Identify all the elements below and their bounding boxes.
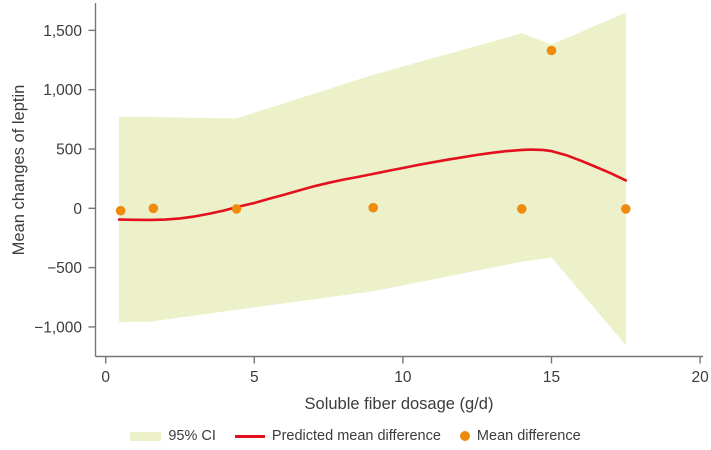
mean-difference-point: [621, 204, 631, 214]
legend-label-predicted: Predicted mean difference: [271, 428, 441, 444]
legend-label-ci: 95% CI: [168, 428, 216, 444]
predicted-line-swatch-icon: [234, 434, 265, 438]
predicted-mean-line: [117, 148, 628, 222]
legend-item-ci: 95% CI: [130, 428, 216, 444]
legend-label-mean: Mean difference: [476, 428, 581, 444]
y-tick-label: 1,500: [43, 23, 82, 40]
x-axis-title: Soluble fiber dosage (g/d): [305, 395, 494, 413]
x-tick-label: 15: [543, 369, 560, 386]
axes-layer: 1,500 1,000 500 0 −500 −1,000 0 5 10 15 20: [34, 3, 709, 386]
predicted-line-layer: [117, 148, 628, 222]
mean-difference-point: [546, 45, 557, 56]
chart-svg: 1,500 1,000 500 0 −500 −1,000 0 5 10 15 20 Mean ch…: [10, 3, 709, 413]
legend-item-mean: Mean difference: [459, 428, 581, 444]
mean-difference-point: [368, 202, 379, 213]
mean-difference-point: [148, 203, 159, 214]
x-tick-label: 10: [394, 369, 412, 386]
y-tick-label: 1,000: [43, 82, 82, 99]
x-tick-label: 5: [250, 369, 259, 386]
ci-band-layer: [119, 12, 626, 346]
y-tick-label: −1,000: [34, 319, 82, 336]
mean-difference-dot-icon: [459, 431, 470, 441]
mean-difference-point: [517, 204, 527, 214]
mean-difference-point: [115, 205, 126, 216]
ci-band-swatch-icon: [130, 431, 162, 441]
y-tick-label: −500: [47, 260, 82, 277]
y-tick-label: 0: [73, 201, 82, 218]
x-tick-label: 20: [691, 369, 709, 386]
ci-band: [119, 12, 626, 346]
legend-item-predicted: Predicted mean difference: [234, 428, 441, 444]
y-tick-label: 500: [56, 141, 82, 158]
y-axis-title: Mean changes of leptin: [10, 85, 28, 256]
x-tick-label: 0: [101, 369, 110, 386]
mean-points-layer: [115, 45, 631, 216]
mean-difference-point: [231, 204, 242, 214]
legend: 95% CI Predicted mean difference Mean di…: [0, 414, 711, 450]
